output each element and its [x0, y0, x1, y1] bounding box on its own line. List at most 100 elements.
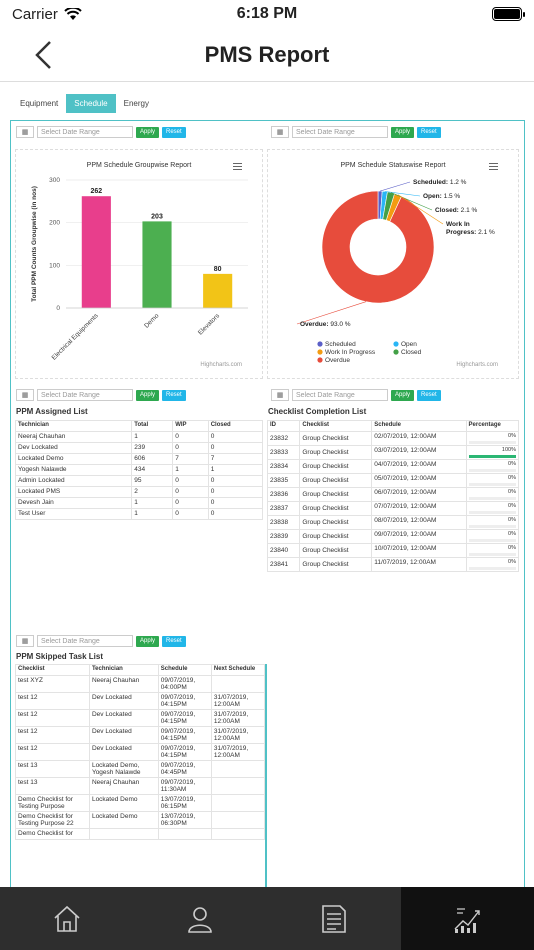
table-row[interactable]: test 13 Neeraj Chauhan 09/07/2019, 11:30AM [15, 777, 265, 795]
tab-profile[interactable] [134, 887, 268, 950]
chart-credit: Highcharts.com [200, 362, 242, 368]
legend-marker [317, 349, 323, 355]
chart-menu-icon[interactable] [233, 163, 242, 170]
calendar-icon[interactable]: ▦ [271, 389, 289, 401]
table-row[interactable]: 23833 Group Checklist 03/07/2019, 12:00AM 1… [267, 445, 519, 460]
table-row[interactable]: 23838 Group Checklist 08/07/2019, 12:00AM 0… [267, 515, 519, 530]
calendar-icon[interactable]: ▦ [16, 635, 34, 647]
table-row[interactable]: test 13 Lockated Demo, Yogesh Nalawde 09/0… [15, 760, 265, 778]
table-row[interactable]: Demo Checklist for Testing Purpose 22 Loc… [15, 811, 265, 829]
table-cell: 09/07/2019, 04:00PM [157, 675, 212, 693]
date-range-input[interactable]: Select Date Range [37, 389, 133, 401]
table-row[interactable]: test 12 Dev Lockated 09/07/2019, 04:15PM 31… [15, 726, 265, 744]
tab-schedule[interactable]: Schedule [66, 94, 116, 113]
reset-button[interactable]: Reset [162, 389, 186, 401]
completion-scroll[interactable]: ID Checklist Schedule Percentage 23832 Group … [267, 420, 519, 632]
table-cell: 239 [131, 442, 174, 454]
table-row[interactable]: Lockated PMS 2 0 0 [14, 486, 264, 498]
progress-bar [468, 497, 516, 500]
column-header: Closed [207, 420, 264, 432]
date-range-input[interactable]: Select Date Range [292, 389, 388, 401]
legend-marker [393, 341, 399, 347]
table-cell [210, 794, 265, 812]
date-range-input[interactable]: Select Date Range [37, 635, 133, 647]
date-range-input[interactable]: Select Date Range [292, 126, 388, 138]
calendar-icon[interactable]: ▦ [16, 126, 34, 138]
table-row[interactable]: test 12 Dev Lockated 09/07/2019, 04:15PM 31… [15, 709, 265, 727]
table-cell: 23840 [267, 543, 301, 558]
reset-button[interactable]: Reset [417, 389, 441, 401]
table-row[interactable]: 23835 Group Checklist 05/07/2019, 12:00AM 0… [267, 473, 519, 488]
table-row[interactable]: 23834 Group Checklist 04/07/2019, 12:00AM 0… [267, 459, 519, 474]
table-row[interactable]: Lockated Demo 606 7 7 [14, 453, 264, 465]
table-row[interactable]: Yogesh Nalawde 434 1 1 [14, 464, 264, 476]
date-range-input[interactable]: Select Date Range [37, 126, 133, 138]
apply-button[interactable]: Apply [136, 635, 160, 647]
table-cell: 0 [172, 486, 209, 498]
tab-energy[interactable]: Energy [123, 99, 149, 108]
legend-marker [317, 341, 323, 347]
column-header: Technician [88, 664, 159, 676]
tab-home[interactable] [0, 887, 134, 950]
table-row[interactable]: Neeraj Chauhan 1 0 0 [14, 431, 264, 443]
tab-equipment[interactable]: Equipment [20, 99, 59, 108]
calendar-icon[interactable]: ▦ [16, 389, 34, 401]
table-header-row: Technician Total WIP Closed [14, 420, 264, 432]
table-row[interactable]: 23836 Group Checklist 06/07/2019, 12:00AM 0… [267, 487, 519, 502]
table-cell: 09/07/2019, 11:30AM [157, 777, 212, 795]
table-row[interactable]: Demo Checklist for Testing Purpose Lockat… [15, 794, 265, 812]
table-cell: 2 [131, 486, 174, 498]
data-label: Work In Progress: 2.1 % [446, 221, 495, 236]
percentage-label: 0% [508, 461, 516, 467]
table-row[interactable]: test 12 Dev Lockated 09/07/2019, 04:15PM 31… [15, 743, 265, 761]
table-cell: 08/07/2019, 12:00AM [371, 515, 467, 530]
table-cell: 09/07/2019, 12:00AM [371, 529, 467, 544]
table-row[interactable]: 23839 Group Checklist 09/07/2019, 12:00AM 0… [267, 529, 519, 544]
reset-button[interactable]: Reset [162, 126, 186, 138]
percentage-cell: 100% [465, 445, 519, 460]
report-icon [321, 904, 346, 933]
table-row[interactable]: test XYZ Neeraj Chauhan 09/07/2019, 04:00P… [15, 675, 265, 693]
column-header: Schedule [157, 664, 212, 676]
tab-reports[interactable] [267, 887, 401, 950]
assigned-filter: ▦ Select Date Range Apply Reset [16, 389, 186, 401]
calendar-icon[interactable]: ▦ [271, 126, 289, 138]
table-row[interactable]: Admin Lockated 95 0 0 [14, 475, 264, 487]
table-row[interactable]: Dev Lockated 239 0 0 [14, 442, 264, 454]
percentage-label: 0% [508, 545, 516, 551]
table-cell: Yogesh Nalawde [14, 464, 133, 476]
y-tick-label: 0 [56, 305, 60, 312]
table-row[interactable]: Demo Checklist for [15, 828, 265, 840]
assigned-table: Technician Total WIP Closed Neeraj Chauhan 1 0… [14, 420, 264, 520]
progress-bar [468, 567, 516, 570]
tab-analytics[interactable] [400, 887, 534, 950]
table-row[interactable]: Devesh Jain 1 0 0 [14, 497, 264, 509]
table-row[interactable]: Test User 1 0 0 [14, 508, 264, 520]
reset-button[interactable]: Reset [417, 126, 441, 138]
apply-button[interactable]: Apply [136, 389, 160, 401]
table-row[interactable]: 23837 Group Checklist 07/07/2019, 12:00AM 0… [267, 501, 519, 516]
skipped-scroll[interactable]: Checklist Technician Schedule Next Schedule… [15, 664, 267, 887]
table-row[interactable]: 23840 Group Checklist 10/07/2019, 12:00AM 0… [267, 543, 519, 558]
chart-menu-icon[interactable] [489, 163, 498, 170]
table-cell: 0 [172, 442, 209, 454]
table-row[interactable]: test 12 Dev Lockated 09/07/2019, 04:15PM 31… [15, 692, 265, 710]
table-cell: 03/07/2019, 12:00AM [371, 445, 467, 460]
legend-item: Closed [401, 349, 422, 356]
apply-button[interactable]: Apply [391, 126, 415, 138]
table-cell: 09/07/2019, 04:15PM [157, 726, 212, 744]
table-row[interactable]: 23841 Group Checklist 11/07/2019, 12:00AM 0… [267, 557, 519, 572]
table-row[interactable]: 23832 Group Checklist 02/07/2019, 12:00AM 0… [267, 431, 519, 446]
label-connector [397, 194, 444, 225]
apply-button[interactable]: Apply [136, 126, 160, 138]
table-cell: 23835 [267, 473, 301, 488]
table-cell: 09/07/2019, 04:15PM [157, 709, 212, 727]
apply-button[interactable]: Apply [391, 389, 415, 401]
back-icon[interactable] [30, 38, 60, 72]
table-cell: test 13 [15, 777, 90, 795]
reset-button[interactable]: Reset [162, 635, 186, 647]
report-content[interactable]: Equipment Schedule Energy ▦ Select Date … [0, 84, 534, 887]
table-cell [157, 828, 212, 840]
label-connector [384, 191, 421, 197]
table-cell: 11/07/2019, 12:00AM [371, 557, 467, 572]
